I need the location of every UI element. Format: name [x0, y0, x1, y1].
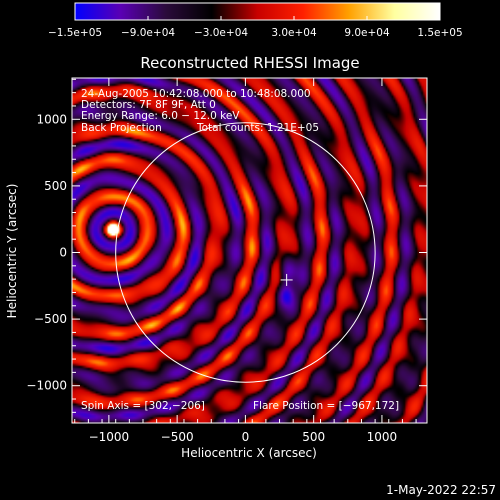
y-tick-label: −500	[34, 312, 67, 326]
colorbar-tick-label: 9.0e+04	[344, 27, 390, 39]
x-axis-label: Heliocentric X (arcsec)	[181, 446, 317, 460]
y-tick-label: 1000	[36, 112, 67, 126]
x-axis-ticks: −1000 −500 0 500 1000	[74, 78, 417, 444]
x-tick-label: −500	[161, 430, 194, 444]
x-tick-label: 0	[242, 430, 250, 444]
spin-axis-label: Spin Axis = [302,−206]	[81, 400, 205, 412]
x-tick-label: −1000	[89, 430, 130, 444]
colorbar-ticks: −1.5e+05 −9.0e+04 −3.0e+04 3.0e+04 9.0e+04 1.…	[48, 16, 463, 39]
spin-axis-marker	[280, 273, 293, 286]
y-axis-label: Heliocentric Y (arcsec)	[5, 184, 19, 319]
colorbar-tick-label: −1.5e+05	[48, 27, 102, 39]
image-area	[72, 78, 427, 423]
colorbar-tick-label: −9.0e+04	[121, 27, 175, 39]
colorbar	[74, 2, 441, 21]
x-tick-label: 500	[302, 430, 325, 444]
colorbar-tick-label: −3.0e+04	[194, 27, 248, 39]
annotation-time: 24-Aug-2005 10:42:08.000 to 10:48:08.000	[81, 88, 311, 100]
timestamp: 1-May-2022 22:57	[386, 483, 496, 497]
colorbar-tick-label: 1.5e+05	[417, 27, 462, 39]
colorbar-tick-label: 3.0e+04	[271, 27, 317, 39]
x-tick-label: 1000	[367, 430, 398, 444]
annotation-counts: Total counts: 1.21E+05	[196, 122, 319, 134]
annotation-block: 24-Aug-2005 10:42:08.000 to 10:48:08.000…	[81, 88, 319, 134]
annotation-method: Back Projection	[81, 122, 162, 134]
y-tick-label: 500	[44, 179, 67, 193]
annotation-detectors: Detectors: 7F 8F 9F, Att 0	[81, 99, 216, 111]
y-tick-label: 0	[59, 245, 67, 259]
flare-position-label: Flare Position = [−967,172]	[253, 400, 399, 412]
reconstructed-image	[72, 78, 427, 423]
annotation-energy: Energy Range: 6.0 − 12.0 keV	[81, 110, 240, 122]
y-axis-ticks: 1000 500 0 −500 −1000	[26, 78, 427, 413]
chart-title: Reconstructed RHESSI Image	[140, 54, 359, 72]
solar-limb	[115, 122, 376, 383]
y-tick-label: −1000	[26, 379, 67, 393]
plot-frame	[71, 77, 428, 424]
